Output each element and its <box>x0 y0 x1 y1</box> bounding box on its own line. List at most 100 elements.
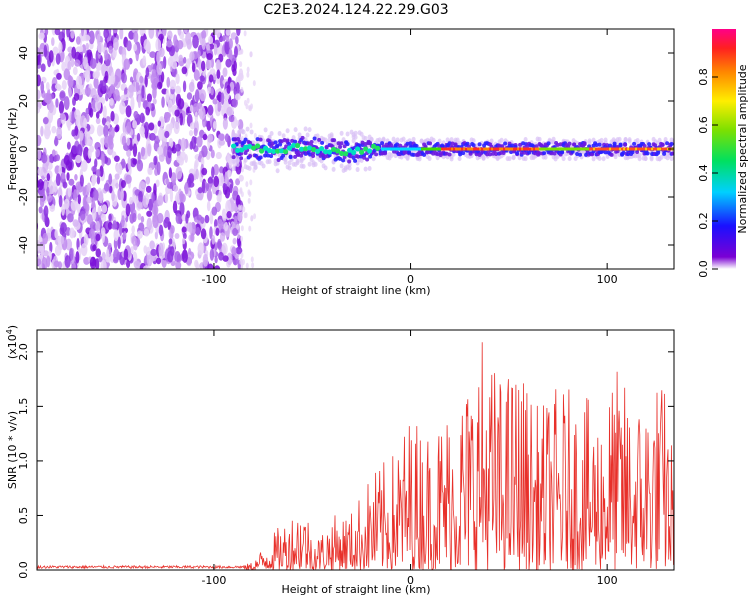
signal-body <box>444 151 449 156</box>
snr-multiplier: (x104) <box>5 325 19 359</box>
spectrogram-ticks: -100 0 100 -40 -20 0 20 40 <box>17 29 674 286</box>
noise-blob <box>104 70 109 82</box>
signal-halo <box>587 138 592 144</box>
noise-blob <box>92 189 99 201</box>
noise-blob <box>130 96 135 111</box>
snr-ytick-label: 1.0 <box>17 452 30 470</box>
signal-body <box>248 154 253 159</box>
noise-blob <box>95 148 101 158</box>
noise-blob <box>206 189 212 202</box>
noise-blob <box>189 122 196 130</box>
signal-core <box>639 147 642 151</box>
signal-body <box>383 151 388 156</box>
signal-core <box>303 146 309 152</box>
noise-blob <box>54 83 61 90</box>
signal-core <box>243 144 249 150</box>
noise-blob <box>48 50 54 63</box>
noise-blob <box>66 141 71 150</box>
signal-core <box>411 147 414 151</box>
signal-core <box>413 147 416 151</box>
noise-blob <box>72 66 78 76</box>
spectrogram-panel: -100 0 100 -40 -20 0 20 40 Height of straight l… <box>6 28 675 297</box>
colorbar-tick-label: 0.0 <box>697 260 710 278</box>
signal-body <box>618 143 623 148</box>
noise-blob <box>201 37 206 50</box>
noise-blob <box>172 200 178 214</box>
signal-halo <box>367 166 372 172</box>
noise-blob <box>170 245 175 257</box>
spectrogram-image <box>32 29 674 269</box>
noise-blob <box>239 61 243 68</box>
noise-blob <box>37 89 41 100</box>
noise-blob <box>57 261 63 269</box>
signal-core <box>625 147 628 151</box>
signal-core <box>255 143 261 149</box>
signal-halo <box>303 126 308 132</box>
noise-blob <box>123 58 131 70</box>
signal-body <box>365 157 370 162</box>
noise-blob <box>236 223 240 230</box>
signal-body <box>435 152 440 157</box>
noise-blob <box>167 99 173 113</box>
noise-blob <box>32 29 36 37</box>
signal-body <box>338 144 343 149</box>
noise-blob <box>174 85 182 95</box>
signal-halo <box>427 156 432 162</box>
signal-body <box>311 151 316 156</box>
noise-blob <box>51 149 56 157</box>
noise-blob <box>200 216 205 225</box>
noise-blob <box>219 166 224 174</box>
noise-blob <box>129 76 134 83</box>
noise-blob <box>200 228 207 240</box>
noise-blob <box>184 181 189 195</box>
signal-core <box>487 147 490 151</box>
noise-blob <box>128 30 135 40</box>
noise-blob <box>196 193 203 201</box>
noise-blob <box>108 213 112 222</box>
noise-blob <box>89 58 97 69</box>
signal-halo <box>339 130 344 136</box>
noise-blob <box>61 80 67 90</box>
noise-blob <box>95 111 100 119</box>
noise-blob <box>120 179 126 189</box>
noise-blob <box>217 238 222 250</box>
noise-blob <box>224 171 228 185</box>
signal-halo <box>345 131 350 137</box>
signal-halo <box>617 136 622 142</box>
noise-blob <box>119 101 126 115</box>
noise-blob <box>71 129 76 137</box>
noise-blob <box>247 197 251 204</box>
signal-core <box>435 147 438 151</box>
signal-core <box>515 147 518 151</box>
signal-core <box>291 142 297 148</box>
signal-body <box>267 139 272 144</box>
signal-core <box>583 147 586 151</box>
signal-core <box>621 147 624 151</box>
signal-halo <box>341 137 346 143</box>
noise-blob <box>122 231 127 240</box>
noise-blob <box>156 212 164 224</box>
noise-blob <box>219 232 226 242</box>
signal-core <box>439 147 442 151</box>
signal-halo <box>363 135 368 141</box>
noise-blob <box>144 74 148 88</box>
noise-blob <box>40 125 44 137</box>
snr-series-line <box>37 342 674 570</box>
signal-core <box>347 147 353 153</box>
signal-core <box>539 147 542 151</box>
noise-blob <box>67 60 72 71</box>
signal-core <box>647 147 650 151</box>
signal-halo <box>359 131 364 137</box>
signal-core <box>645 147 648 151</box>
noise-blob <box>149 132 156 141</box>
noise-blob <box>100 137 105 144</box>
signal-body <box>363 141 368 146</box>
signal-core <box>415 147 418 151</box>
signal-core <box>455 147 458 151</box>
noise-blob <box>253 132 257 139</box>
noise-blob <box>94 99 102 112</box>
signal-core <box>475 147 478 151</box>
spectrogram-xtick-label: 0 <box>407 273 414 286</box>
signal-body <box>500 144 505 149</box>
noise-blob <box>252 80 256 87</box>
